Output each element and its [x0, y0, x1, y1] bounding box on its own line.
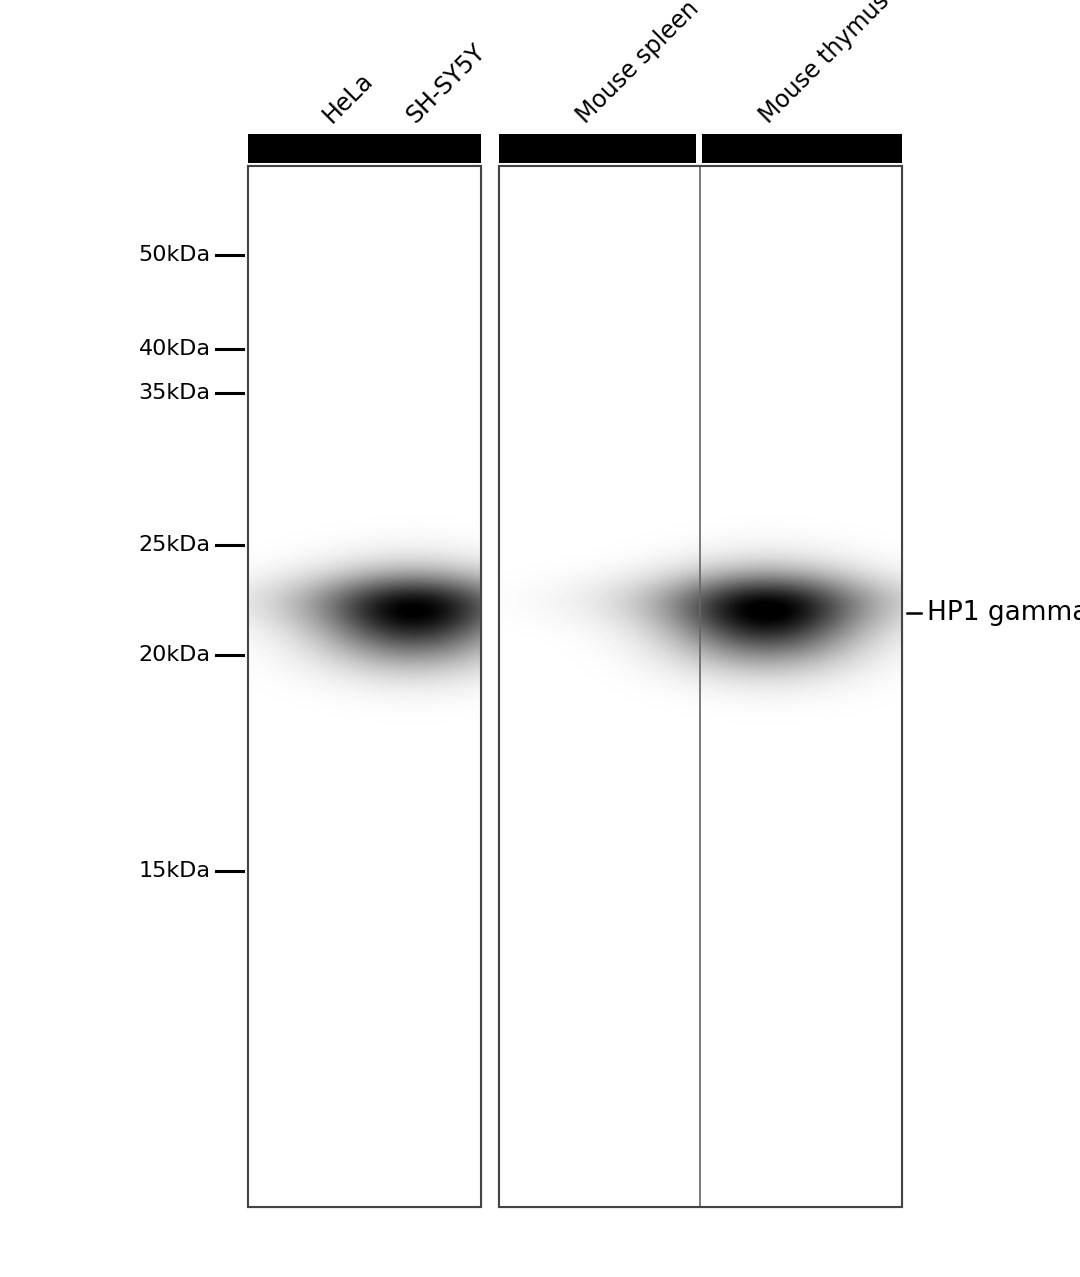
Bar: [499, 166, 902, 1207]
Text: Mouse spleen: Mouse spleen: [571, 0, 703, 128]
Text: SH-SY5Y: SH-SY5Y: [402, 40, 490, 128]
Text: 20kDa: 20kDa: [138, 645, 211, 665]
Bar: [248, 134, 481, 163]
Bar: [499, 166, 902, 1207]
Text: 40kDa: 40kDa: [138, 338, 211, 359]
Bar: [248, 166, 481, 1207]
Text: Mouse thymus: Mouse thymus: [755, 0, 894, 128]
Text: HeLa: HeLa: [318, 68, 377, 128]
Text: 15kDa: 15kDa: [138, 861, 211, 881]
Text: 35kDa: 35kDa: [138, 383, 211, 404]
Bar: [248, 166, 481, 1207]
Text: 50kDa: 50kDa: [138, 245, 211, 266]
Bar: [499, 134, 696, 163]
Text: HP1 gamma: HP1 gamma: [927, 600, 1080, 626]
Bar: [702, 134, 902, 163]
Text: 25kDa: 25kDa: [138, 535, 211, 555]
